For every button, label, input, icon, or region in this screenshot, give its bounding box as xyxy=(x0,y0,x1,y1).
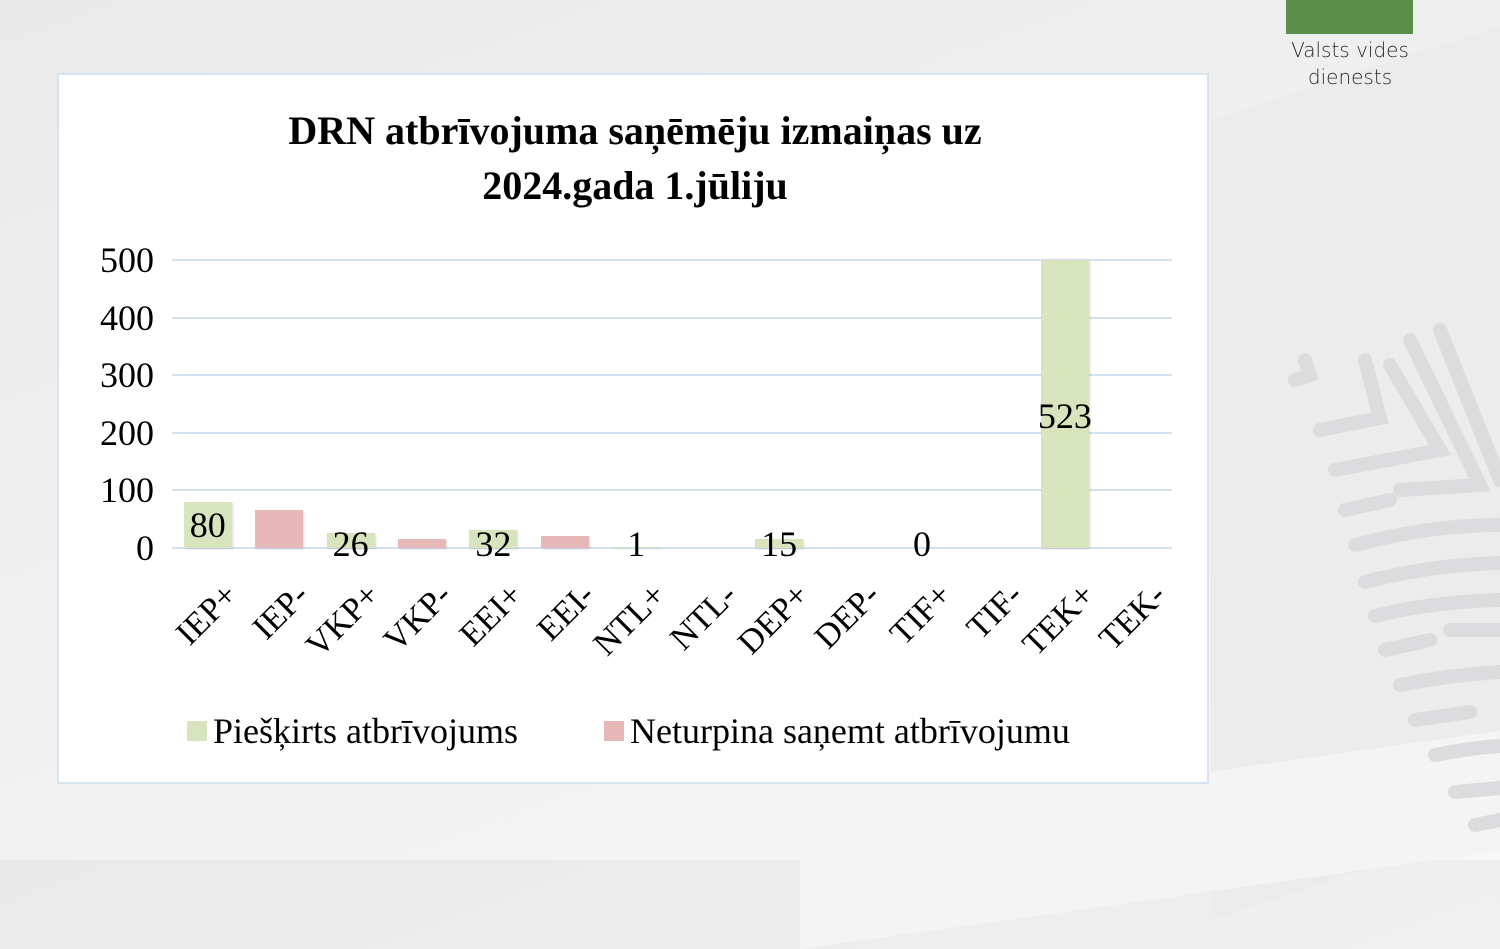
gridline xyxy=(172,374,1172,377)
x-tick-label: TEK+ xyxy=(1015,576,1102,664)
legend-item-discontinued: Neturpina saņemt atbrīvojumu xyxy=(604,711,1070,751)
legend-label: Neturpina saņemt atbrīvojumu xyxy=(630,711,1070,751)
legend-item-granted: Piešķirts atbrīvojums xyxy=(187,711,518,751)
gridline xyxy=(172,489,1172,492)
data-label: 1 xyxy=(627,524,646,564)
data-label: 15 xyxy=(761,524,798,564)
org-name: Valsts vides dienests xyxy=(1260,37,1440,91)
bar-NTL+ xyxy=(612,547,661,548)
chart-title: DRN atbrīvojuma saņēmēju izmaiņas uz 202… xyxy=(59,103,1211,213)
x-tick-label: VKP+ xyxy=(299,576,388,665)
legend-label: Piešķirts atbrīvojums xyxy=(213,711,518,751)
x-tick-label: VKP- xyxy=(376,576,459,659)
y-tick-label: 300 xyxy=(100,355,154,396)
decorative-pattern-icon xyxy=(1288,323,1500,832)
y-tick-label: 0 xyxy=(136,528,154,568)
logo xyxy=(1286,0,1413,34)
x-tick-label: EEI+ xyxy=(453,576,531,654)
legend: Piešķirts atbrīvojums Neturpina saņemt a… xyxy=(59,711,1211,751)
x-tick-label: IEP+ xyxy=(168,576,245,653)
bar-IEP- xyxy=(255,509,304,548)
gridline xyxy=(172,547,1172,549)
data-label: 523 xyxy=(1037,396,1092,437)
legend-swatch-green xyxy=(187,721,207,741)
data-label: 0 xyxy=(913,524,931,564)
bar-EEI- xyxy=(540,536,589,548)
x-tick-label: DEP- xyxy=(807,576,888,657)
x-tick-label: NTL- xyxy=(663,576,745,658)
data-label: 32 xyxy=(475,524,512,564)
x-tick-label: DEP+ xyxy=(730,576,816,662)
data-label: 80 xyxy=(189,504,226,545)
bar-VKP- xyxy=(398,538,446,548)
bar-DEP+ xyxy=(755,539,804,548)
org-name-line2: dienests xyxy=(1307,65,1393,89)
chart-title-line2: 2024.gada 1.jūliju xyxy=(482,163,788,208)
gridline xyxy=(172,431,1172,434)
data-label: 26 xyxy=(332,524,369,564)
y-tick-label: 200 xyxy=(100,412,154,453)
bar-EEI+ xyxy=(469,529,518,548)
org-name-line1: Valsts vides xyxy=(1291,38,1409,62)
y-tick-label: 400 xyxy=(100,297,154,338)
y-tick-label: 100 xyxy=(100,470,154,511)
x-tick-label: TEK- xyxy=(1092,576,1174,658)
bar-VKP+ xyxy=(326,533,375,548)
chart-frame: DRN atbrīvojuma saņēmēju izmaiņas uz 202… xyxy=(57,73,1209,784)
x-tick-label: NTL+ xyxy=(586,576,674,664)
gridline xyxy=(172,259,1172,261)
plot-area: 0 100 200 300 400 500 80 IEP+ IEP- 26 VKP+ VKP- 32 EE… xyxy=(100,242,1173,664)
x-tick-label: TIF+ xyxy=(882,576,959,653)
gridline xyxy=(172,316,1172,319)
bar-TEK+ xyxy=(1040,260,1089,548)
chart-title-line1: DRN atbrīvojuma saņēmēju izmaiņas uz xyxy=(288,108,982,153)
bar-IEP+ xyxy=(183,501,232,548)
y-tick-label: 500 xyxy=(100,240,154,280)
legend-swatch-red xyxy=(604,721,624,741)
